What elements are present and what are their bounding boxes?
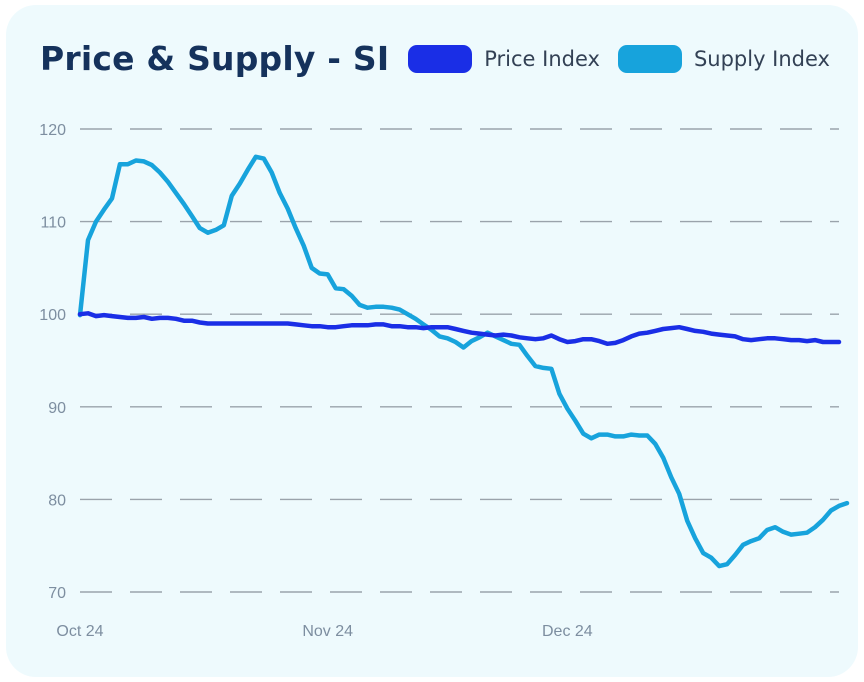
legend-swatch-price: [408, 45, 473, 73]
legend-label-price: Price Index: [484, 47, 600, 71]
chart-legend: Price Index Supply Index: [390, 45, 830, 73]
legend-item-price[interactable]: Price Index: [408, 45, 600, 73]
chart-title: Price & Supply - SI: [40, 39, 390, 78]
series-line-supply-index: [77, 154, 850, 569]
y-tick-label-80: 80: [48, 492, 66, 509]
legend-swatch-supply: [617, 45, 682, 73]
x-tick-label-0: Oct 24: [56, 623, 103, 640]
y-tick-label-120: 120: [39, 122, 66, 139]
x-tick-label-2: Dec 24: [542, 623, 593, 640]
y-tick-label-110: 110: [40, 215, 66, 232]
series-line-price-index: [77, 311, 842, 347]
legend-item-supply[interactable]: Supply Index: [617, 45, 830, 73]
y-tick-label-100: 100: [39, 307, 66, 324]
y-tick-label-90: 90: [48, 400, 66, 417]
legend-label-supply: Supply Index: [693, 47, 830, 71]
x-tick-label-1: Nov 24: [302, 623, 353, 640]
chart-card: Price & Supply - SI Price Index Supply I…: [6, 5, 858, 677]
y-tick-label-70: 70: [48, 585, 66, 602]
